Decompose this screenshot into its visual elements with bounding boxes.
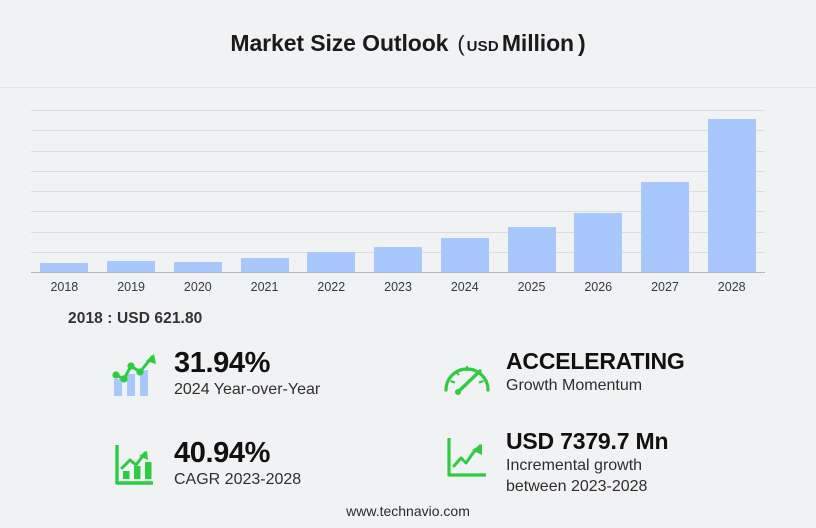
bar-slot <box>164 110 231 272</box>
footer-url: www.technavio.com <box>346 503 470 519</box>
metric-cagr-body: 40.94% CAGR 2023-2028 <box>174 438 301 490</box>
metric-growth-momentum-caption: Growth Momentum <box>506 376 643 394</box>
bar-slot <box>98 110 165 272</box>
metric-year-over-year-body: 31.94% 2024 Year-over-Year <box>174 348 320 400</box>
x-axis-label-2020: 2020 <box>183 280 212 294</box>
chart-gridline <box>31 151 765 152</box>
bar-2020[interactable] <box>173 262 222 272</box>
page-title-paren-open: ( <box>457 31 465 56</box>
x-axis-label-2025: 2025 <box>517 280 546 294</box>
metric-incremental-growth-caption-line2: between 2023-2028 <box>506 478 648 496</box>
bar-slot <box>31 110 98 272</box>
bar-slot <box>565 110 632 272</box>
x-axis-label-2026: 2026 <box>584 280 613 294</box>
x-axis-label-2018: 2018 <box>50 280 79 294</box>
bar-2028[interactable] <box>707 119 756 272</box>
bar-slot <box>498 110 565 272</box>
bar-2027[interactable] <box>640 182 689 272</box>
metric-cagr-value: 40.94% <box>174 437 270 469</box>
metric-year-over-year: 31.94% 2024 Year-over-Year <box>108 348 320 402</box>
base-year-note: 2018 : USD 621.80 <box>68 310 203 327</box>
bar-slot <box>632 110 699 272</box>
bar-2022[interactable] <box>307 252 356 272</box>
bar-2018[interactable] <box>40 263 89 272</box>
chart-gridline <box>31 110 765 111</box>
page-header: Market Size Outlook ( USD Million ) <box>0 0 816 87</box>
page-title: Market Size Outlook ( USD Million ) <box>230 30 585 57</box>
bar-slot <box>365 110 432 272</box>
bar-slot <box>698 110 765 272</box>
bar-2021[interactable] <box>240 258 289 272</box>
chart-gridline <box>31 171 765 172</box>
metric-year-over-year-caption: 2024 Year-over-Year <box>174 381 321 399</box>
metric-year-over-year-value: 31.94% <box>174 347 270 379</box>
page-title-paren-close: ) <box>578 30 586 56</box>
metric-incremental-growth-value: USD 7379.7 Mn <box>506 428 669 454</box>
bar-2023[interactable] <box>374 247 423 272</box>
chart-gridline <box>31 191 765 192</box>
bar-2019[interactable] <box>107 261 156 272</box>
trend-arrow-axis-icon <box>440 430 494 484</box>
bar-2024[interactable] <box>440 238 489 272</box>
metric-cagr: 40.94% CAGR 2023-2028 <box>108 438 301 492</box>
metric-incremental-growth-body: USD 7379.7 Mn Incremental growth between… <box>506 428 669 497</box>
header-divider <box>0 87 816 88</box>
page-title-main: Market Size Outlook <box>230 30 449 56</box>
metric-growth-momentum-value: ACCELERATING <box>506 348 685 374</box>
metric-cagr-caption: CAGR 2023-2028 <box>174 471 302 489</box>
metric-growth-momentum: ACCELERATING Growth Momentum <box>440 348 685 404</box>
x-axis-label-2024: 2024 <box>450 280 479 294</box>
page-title-unit: Million <box>501 30 574 56</box>
x-axis-label-2028: 2028 <box>717 280 746 294</box>
metric-incremental-growth: USD 7379.7 Mn Incremental growth between… <box>440 428 669 497</box>
metric-growth-momentum-body: ACCELERATING Growth Momentum <box>506 348 685 395</box>
x-axis-label-2019: 2019 <box>117 280 145 294</box>
chart-axis-line <box>31 272 765 273</box>
metric-incremental-growth-caption-line1: Incremental growth <box>506 456 643 474</box>
chart-gridline <box>31 211 765 212</box>
x-axis-label-2021: 2021 <box>250 280 279 294</box>
chart-x-axis-labels: 2018 2019 2020 2021 2022 2023 2024 2025 2026 2027… <box>31 280 765 294</box>
bar-slot <box>231 110 298 272</box>
bar-chart-arrow-box-icon <box>108 438 162 492</box>
page-title-currency: USD <box>466 38 499 55</box>
x-axis-label-2023: 2023 <box>384 280 412 294</box>
chart-gridline <box>31 232 765 233</box>
speedometer-gauge-icon <box>440 350 494 404</box>
bar-chart <box>31 110 765 272</box>
bar-slot <box>431 110 498 272</box>
bar-slot <box>298 110 365 272</box>
metrics-panel: 31.94% 2024 Year-over-Year ACCELERATING … <box>0 340 816 500</box>
bar-2026[interactable] <box>574 213 623 272</box>
x-axis-label-2027: 2027 <box>651 280 679 294</box>
x-axis-label-2022: 2022 <box>317 280 346 294</box>
chart-gridline <box>31 130 765 131</box>
bar-2025[interactable] <box>507 227 556 272</box>
growth-line-bar-chart-icon <box>108 348 162 402</box>
